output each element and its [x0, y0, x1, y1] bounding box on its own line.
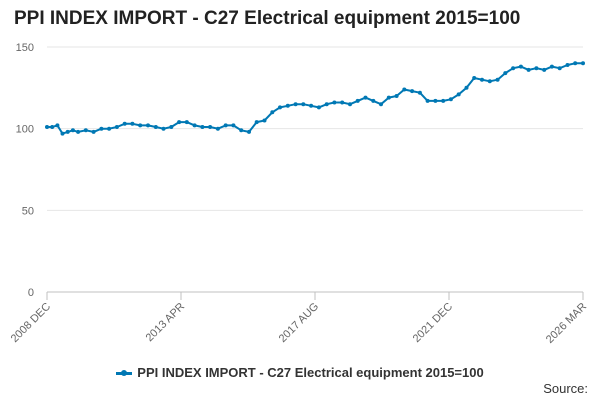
data-point[interactable] — [231, 123, 236, 128]
data-point[interactable] — [239, 128, 244, 133]
data-point[interactable] — [146, 123, 150, 128]
data-point[interactable] — [573, 61, 578, 66]
data-point[interactable] — [511, 66, 516, 71]
data-point[interactable] — [55, 123, 60, 128]
data-point[interactable] — [208, 125, 213, 129]
data-point[interactable] — [45, 125, 49, 129]
data-point[interactable] — [495, 77, 500, 82]
data-point[interactable] — [549, 64, 554, 69]
data-point[interactable] — [91, 129, 96, 134]
data-point[interactable] — [371, 98, 376, 103]
x-tick-label: 2017 AUG — [277, 301, 321, 345]
data-point[interactable] — [433, 98, 438, 103]
data-point[interactable] — [70, 128, 75, 133]
data-point[interactable] — [417, 90, 422, 95]
x-tick-label: 2013 APR — [144, 301, 188, 345]
x-tick-label: 2026 MAR — [544, 301, 589, 346]
data-point[interactable] — [472, 76, 477, 80]
legend-swatch — [116, 370, 133, 377]
y-tick-label: 50 — [22, 205, 34, 217]
data-point[interactable] — [518, 64, 523, 69]
data-point[interactable] — [184, 120, 189, 125]
data-point[interactable] — [386, 95, 391, 100]
data-point[interactable] — [285, 103, 290, 108]
y-tick-label: 150 — [16, 42, 34, 54]
data-point[interactable] — [161, 126, 166, 131]
data-point[interactable] — [581, 61, 585, 66]
data-point[interactable] — [122, 121, 127, 126]
legend[interactable]: PPI INDEX IMPORT - C27 Electrical equipm… — [0, 365, 600, 380]
data-point[interactable] — [215, 126, 220, 131]
data-point[interactable] — [410, 89, 415, 94]
y-tick-label: 0 — [28, 287, 34, 299]
data-point[interactable] — [153, 125, 158, 129]
data-point[interactable] — [542, 67, 547, 72]
data-point[interactable] — [526, 67, 531, 72]
source-label: Source: — [543, 381, 588, 396]
data-point[interactable] — [379, 102, 383, 107]
y-axis: 0 50 100 150 — [16, 42, 34, 299]
data-point[interactable] — [456, 92, 461, 97]
data-point[interactable] — [316, 105, 321, 110]
data-point[interactable] — [83, 128, 88, 133]
data-point[interactable] — [355, 98, 360, 103]
data-point[interactable] — [169, 125, 174, 129]
data-point[interactable] — [130, 121, 135, 126]
series-line[interactable] — [47, 62, 583, 135]
data-point[interactable] — [301, 102, 306, 107]
data-point[interactable] — [293, 102, 298, 107]
x-tick-label: 2021 DEC — [411, 301, 455, 345]
legend-label: PPI INDEX IMPORT - C27 Electrical equipm… — [137, 365, 484, 380]
data-point[interactable] — [177, 120, 182, 125]
series-layer — [45, 61, 585, 136]
data-point[interactable] — [557, 66, 562, 71]
data-point[interactable] — [480, 77, 484, 82]
data-point[interactable] — [534, 66, 539, 71]
data-point[interactable] — [76, 129, 81, 134]
data-point[interactable] — [464, 85, 469, 90]
data-point[interactable] — [50, 125, 55, 129]
grid-lines — [47, 46, 583, 211]
data-point[interactable] — [565, 63, 570, 67]
y-tick-label: 100 — [16, 124, 34, 136]
data-point[interactable] — [65, 129, 70, 134]
data-point[interactable] — [448, 97, 453, 102]
data-point[interactable] — [262, 118, 267, 123]
data-point[interactable] — [114, 125, 119, 129]
chart-title: PPI INDEX IMPORT - C27 Electrical equipm… — [14, 8, 521, 29]
data-point[interactable] — [363, 95, 368, 100]
data-point[interactable] — [441, 98, 446, 103]
data-point[interactable] — [223, 123, 228, 128]
x-axis: 2008 DEC 2013 APR 2017 AUG 2021 DEC 2026 MAR — [9, 291, 589, 346]
data-point[interactable] — [192, 123, 197, 128]
data-point[interactable] — [340, 100, 345, 105]
data-point[interactable] — [394, 94, 399, 98]
data-point[interactable] — [254, 120, 259, 125]
data-point[interactable] — [270, 110, 275, 115]
data-point[interactable] — [324, 102, 329, 107]
data-point[interactable] — [200, 125, 205, 129]
data-point[interactable] — [425, 98, 430, 103]
data-point[interactable] — [99, 126, 104, 131]
data-point[interactable] — [107, 126, 112, 131]
data-point[interactable] — [138, 123, 143, 128]
data-point[interactable] — [309, 103, 314, 108]
data-point[interactable] — [278, 105, 282, 110]
data-point[interactable] — [348, 102, 352, 107]
data-point[interactable] — [503, 71, 508, 76]
data-point[interactable] — [60, 131, 65, 136]
data-point[interactable] — [487, 79, 492, 84]
data-point[interactable] — [332, 100, 337, 105]
data-point[interactable] — [247, 129, 251, 134]
data-point[interactable] — [402, 87, 407, 92]
x-tick-label: 2008 DEC — [9, 301, 53, 345]
